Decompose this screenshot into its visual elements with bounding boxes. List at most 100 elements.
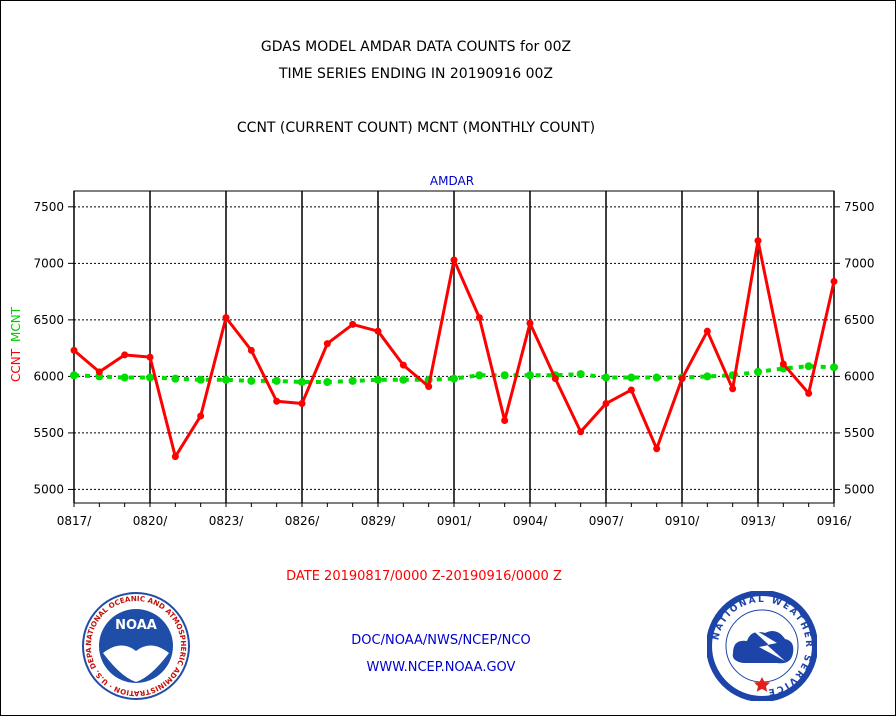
y-tick-label-right: 5500 [844,426,875,440]
ccnt-point [121,351,129,359]
mcnt-point [348,376,357,385]
noaa-logo: NATIONAL OCEANIC AND ATMOSPHERIC ADMINIS… [81,591,190,700]
ncep-url-link[interactable]: WWW.NCEP.NOAA.GOV [366,660,516,675]
mcnt-point [120,373,129,382]
y-axis-label-mcnt: MCNT [9,306,23,342]
ccnt-point [146,353,154,361]
ccnt-point [298,400,306,408]
y-tick-label-right: 5000 [844,482,875,496]
ccnt-point [526,319,534,327]
ccnt-point [805,389,813,397]
y-tick-label: 6500 [33,313,64,327]
mcnt-point [374,375,382,384]
ccnt-point [323,340,331,348]
x-tick-label: 0910/ [665,514,701,528]
x-tick-label: 0904/ [513,514,549,528]
y-tick-label: 7500 [33,200,64,214]
ccnt-point [425,383,433,391]
noaa-bird-icon [103,645,169,682]
mcnt-point [450,374,458,383]
mcnt-point [830,363,838,372]
ccnt-point [95,368,103,376]
ccnt-point [399,361,407,369]
y-tick-label-right: 6500 [844,313,875,327]
y-tick-label: 5000 [33,482,64,496]
nws-star-icon [754,677,770,692]
ccnt-point [653,445,661,453]
mcnt-point [247,376,256,385]
ccnt-point [197,412,205,420]
ccnt-point [779,360,787,368]
noaa-center-text: NOAA [115,618,157,633]
x-tick-label: 0820/ [133,514,169,528]
y-tick-label: 5500 [33,426,64,440]
ccnt-point [374,327,382,335]
mcnt-point [804,362,813,371]
x-tick-label: 0913/ [741,514,777,528]
series-layer [70,237,838,461]
grid-layer [68,191,840,507]
ccnt-point [273,397,281,405]
mcnt-point [70,371,78,380]
y-axis-label-ccnt: CCNT [9,348,23,382]
mcnt-point [602,373,610,382]
ccnt-point [577,428,585,436]
mcnt-point [222,375,230,384]
mcnt-point [146,373,154,382]
x-tick-label: 0901/ [437,514,473,528]
y-tick-label-right: 7000 [844,256,875,270]
ccnt-point [70,346,78,354]
mcnt-point [399,375,408,384]
ccnt-point [222,314,230,322]
org-link[interactable]: DOC/NOAA/NWS/NCEP/NCO [351,633,531,648]
ccnt-point [171,453,179,461]
ccnt-point [475,314,483,322]
ccnt-point [729,385,737,393]
mcnt-point [754,367,762,376]
x-tick-labels: 0817/0820/0823/0826/0829/0901/0904/0907/… [57,514,853,528]
mcnt-point [526,371,534,380]
mcnt-point [298,378,306,387]
chart-subtitle: TIME SERIES ENDING IN 20190916 00Z [279,66,553,82]
x-tick-label: 0826/ [285,514,321,528]
counts-legend: CCNT (CURRENT COUNT) MCNT (MONTHLY COUNT… [236,120,596,136]
y-tick-labels-right: 5000 5500 6000 6500 7000 7500 [844,200,875,497]
mcnt-point [272,376,281,385]
y-axis-label: CCNT MCNT [9,306,23,382]
mcnt-point [703,372,712,381]
mcnt-point [475,371,484,380]
x-tick-label: 0817/ [57,514,93,528]
x-tick-label: 0907/ [589,514,625,528]
ccnt-point [627,386,635,394]
ccnt-point [450,256,458,264]
plot-title: AMDAR [430,174,474,188]
x-tick-label: 0823/ [209,514,245,528]
ccnt-point [602,400,610,408]
mcnt-point [500,371,509,380]
mcnt-point [171,374,180,383]
y-tick-labels-left: 5000 5500 6000 6500 7000 7500 [33,200,64,497]
ccnt-point [501,416,509,424]
y-tick-label: 6000 [33,369,64,383]
nws-logo: NATIONAL WEATHER SERVICE [707,591,817,701]
y-tick-label-right: 6000 [844,369,875,383]
ccnt-point [678,375,686,383]
mcnt-point [196,375,205,384]
y-tick-label: 7000 [33,256,64,270]
ccnt-point [551,375,559,383]
ccnt-point [754,237,762,245]
date-range-label: DATE 20190817/0000 Z-20190916/0000 Z [286,569,562,584]
mcnt-point [627,373,636,382]
x-tick-label: 0916/ [817,514,853,528]
ccnt-point [703,327,711,335]
y-tick-label-right: 7500 [844,200,875,214]
mcnt-point [652,373,661,382]
mcnt-point [323,378,332,387]
ccnt-point [830,277,838,285]
x-tick-label: 0829/ [361,514,397,528]
mcnt-point [576,370,585,379]
ccnt-point [247,346,255,354]
chart-title: GDAS MODEL AMDAR DATA COUNTS for 00Z [260,39,572,55]
